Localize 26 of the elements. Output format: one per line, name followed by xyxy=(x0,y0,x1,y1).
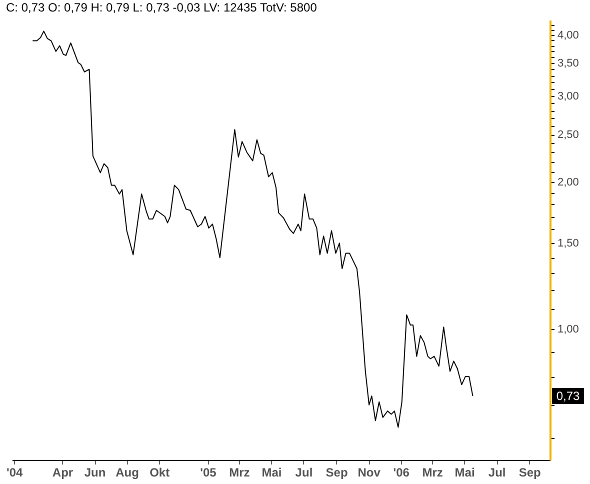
x-tick-label: Jul xyxy=(488,466,506,480)
x-tick-label: Mrz xyxy=(422,466,443,480)
x-tick-label: Mai xyxy=(454,466,475,480)
x-tick-label: Okt xyxy=(150,466,170,480)
x-tick-label: Jun xyxy=(84,466,106,480)
text: C: 0,73 O: 0,79 H: 0,79 L: 0,73 -0,03 LV: 12435 TotV: 5800 xyxy=(6,0,318,14)
y-tick-label: 2,00 xyxy=(558,176,579,189)
x-tick-label: '05 xyxy=(200,466,217,480)
x-tick-label: Mai xyxy=(262,466,282,480)
y-tick-label: 3,00 xyxy=(558,90,579,102)
x-tick-label: Aug xyxy=(116,466,139,480)
x-tick-label: '06 xyxy=(393,466,410,480)
x-tick-label: Nov xyxy=(358,466,381,480)
y-tick-label: 1,00 xyxy=(558,324,579,336)
x-tick-label: Jul xyxy=(295,466,313,480)
x-tick-label: Sep xyxy=(326,466,348,480)
line-series xyxy=(32,30,474,428)
x-tick-label: Mrz xyxy=(229,466,250,480)
y-tick-label: 3,50 xyxy=(558,58,579,70)
x-tick-label: '04 xyxy=(6,466,24,480)
x-tick-label: Apr xyxy=(52,466,74,480)
annotation: 0,73 xyxy=(556,388,580,403)
y-tick-label: 4,00 xyxy=(558,29,579,42)
y-tick-label: 1,50 xyxy=(558,238,579,250)
x-tick-label: Sep xyxy=(518,466,541,480)
y-tick-label: 2,50 xyxy=(558,129,579,142)
